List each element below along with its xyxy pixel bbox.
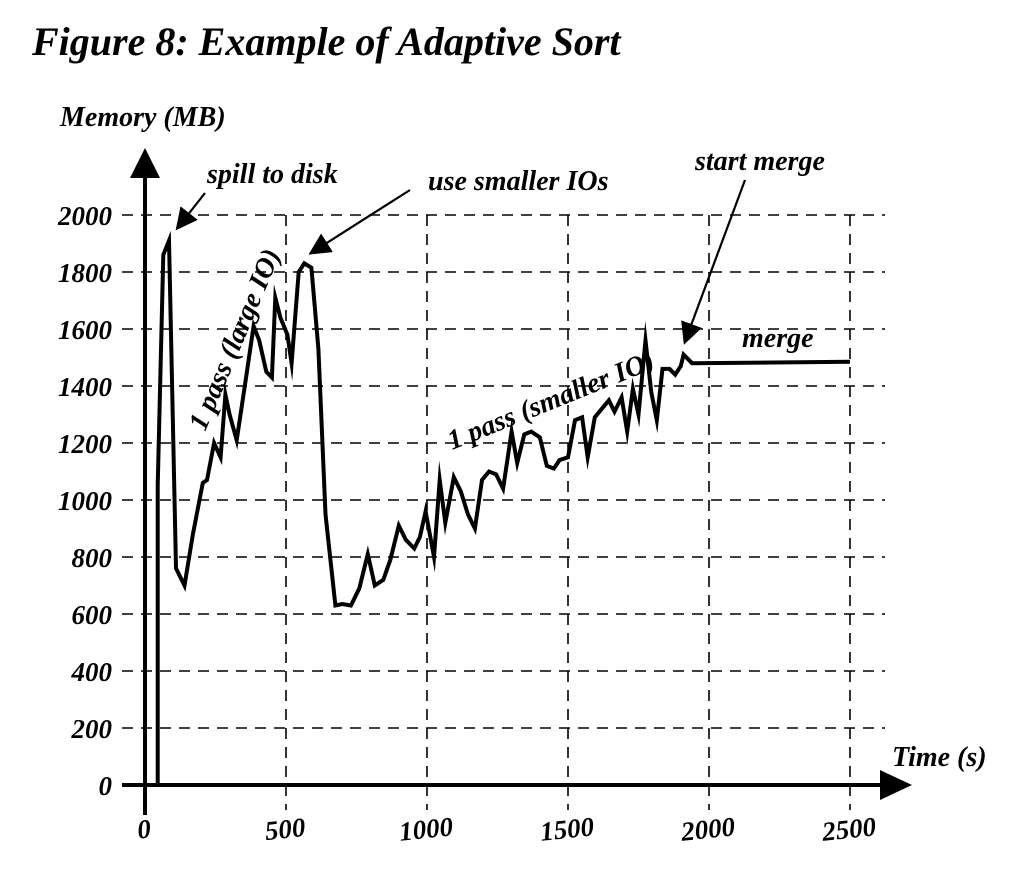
annotation-arrow-spill-to-disk [175, 192, 206, 231]
x-tick-label-0: 0 [136, 813, 153, 844]
x-axis-title: Time (s) [892, 742, 987, 773]
y-tick-label-1200: 1200 [58, 429, 113, 459]
x-tick-label-1500: 1500 [539, 811, 596, 847]
y-tick-label-1600: 1600 [58, 315, 113, 345]
y-axis-title: Memory (MB) [59, 102, 226, 133]
annotation-1-pass-smaller-io: 1 pass (smaller IO) [443, 345, 659, 456]
annotation-arrow-start-merge [681, 179, 747, 345]
x-tick-label-2000: 2000 [679, 811, 737, 847]
x-axis-arrowhead [880, 770, 912, 800]
annotation-merge: merge [742, 323, 814, 354]
x-tick-label-2500: 2500 [820, 811, 878, 847]
axes [122, 148, 912, 815]
y-tick-label-2000: 2000 [57, 201, 113, 231]
series [155, 230, 851, 785]
y-tick-label-200: 200 [71, 714, 113, 744]
x-tick-label-500: 500 [263, 812, 307, 846]
y-tick-label-800: 800 [72, 543, 113, 573]
annotation-spill-to-disk: spill to disk [206, 159, 338, 190]
annotation-start-merge: start merge [694, 146, 825, 177]
y-axis-arrowhead [130, 148, 160, 178]
y-tick-label-0: 0 [99, 771, 113, 801]
y-tick-label-1400: 1400 [58, 372, 113, 402]
annotation-use-smaller-ios: use smaller IOs [428, 166, 609, 197]
y-tick-label-400: 400 [71, 657, 113, 687]
y-tick-label-1000: 1000 [58, 486, 113, 516]
figure-title: Figure 8: Example of Adaptive Sort [32, 19, 621, 64]
annotation-1-pass-large-io: 1 pass (large IO) [183, 244, 287, 434]
series-line-0 [155, 230, 851, 785]
y-tick-label-600: 600 [72, 600, 113, 630]
x-tick-label-1000: 1000 [398, 811, 455, 847]
tick-labels: 0 200 400 600 800 1000 1200 1400 1600 1800 2000 0 50… [57, 102, 987, 847]
annotation-arrow-use-smaller-ios [308, 189, 411, 255]
y-tick-label-1800: 1800 [58, 258, 113, 288]
grid [122, 214, 885, 810]
